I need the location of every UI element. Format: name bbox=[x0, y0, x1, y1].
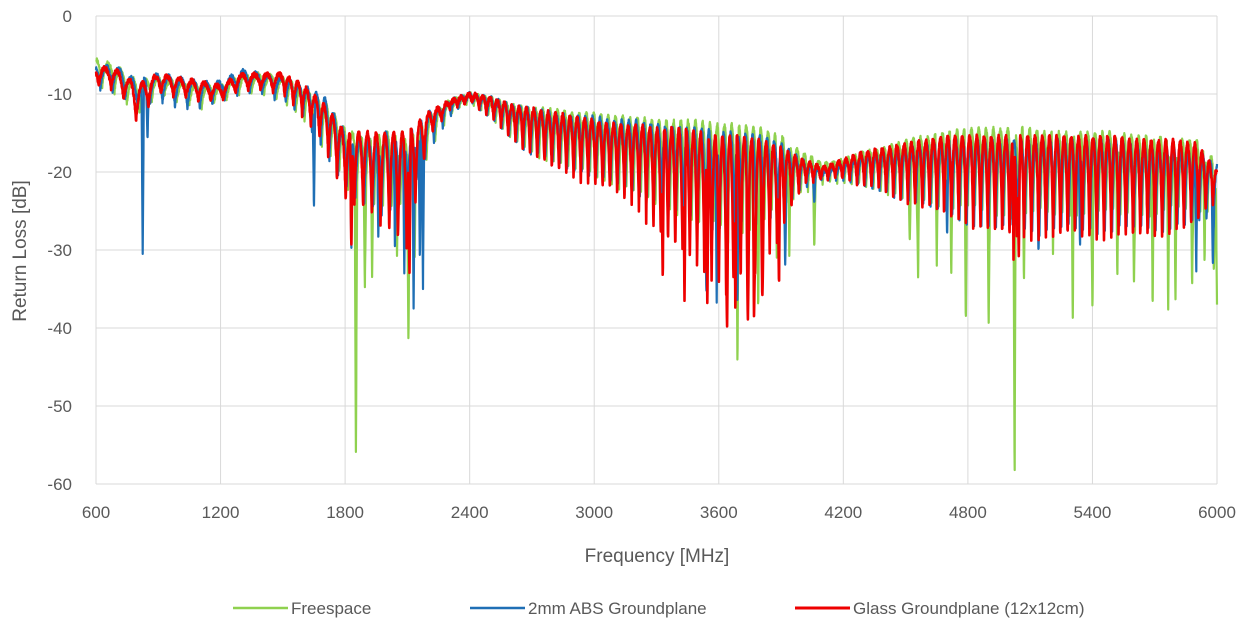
x-axis-title: Frequency [MHz] bbox=[585, 546, 730, 567]
y-tick-label: 0 bbox=[63, 7, 72, 26]
x-tick-label: 1200 bbox=[202, 503, 240, 522]
y-tick-label: -30 bbox=[47, 241, 72, 260]
y-tick-label: -10 bbox=[47, 85, 72, 104]
x-tick-label: 4800 bbox=[949, 503, 987, 522]
x-tick-label: 3600 bbox=[700, 503, 738, 522]
x-tick-label: 2400 bbox=[451, 503, 489, 522]
x-tick-label: 4200 bbox=[824, 503, 862, 522]
legend-label-3: Glass Groundplane (12x12cm) bbox=[853, 599, 1085, 618]
y-tick-label: -20 bbox=[47, 163, 72, 182]
y-tick-label: -40 bbox=[47, 319, 72, 338]
x-tick-label: 5400 bbox=[1074, 503, 1112, 522]
x-tick-label: 600 bbox=[82, 503, 110, 522]
series-line-1 bbox=[95, 57, 1219, 472]
y-tick-label: -60 bbox=[47, 475, 72, 494]
y-axis-ticks: 0 -10 -20 -30 -40 -50 -60 bbox=[47, 7, 72, 494]
legend-label-2: 2mm ABS Groundplane bbox=[528, 599, 707, 618]
x-tick-label: 3000 bbox=[575, 503, 613, 522]
series-line-3 bbox=[94, 65, 1219, 328]
x-tick-label: 1800 bbox=[326, 503, 364, 522]
x-axis-ticks: 600 1200 1800 2400 3000 3600 4200 4800 5400 6000 bbox=[82, 503, 1236, 522]
legend: Freespace 2mm ABS Groundplane Glass Ground… bbox=[233, 599, 1085, 618]
y-tick-label: -50 bbox=[47, 397, 72, 416]
y-axis-title: Return Loss [dB] bbox=[10, 180, 31, 322]
series-group bbox=[94, 57, 1219, 472]
x-tick-label: 6000 bbox=[1198, 503, 1236, 522]
legend-label-1: Freespace bbox=[291, 599, 371, 618]
